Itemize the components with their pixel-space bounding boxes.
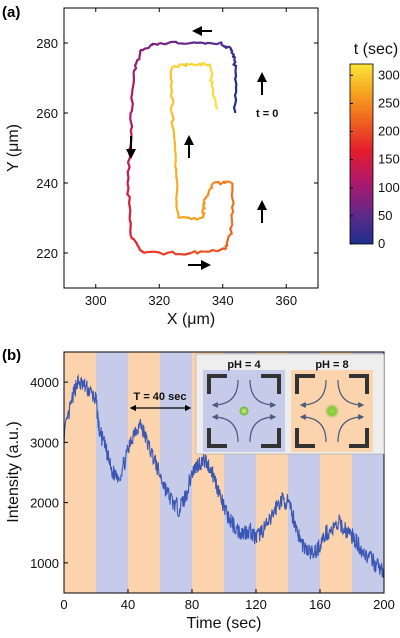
trajectory-segment [178, 216, 205, 221]
trajectory-segment [159, 40, 192, 46]
t0-annotation: t = 0 [256, 108, 278, 120]
channel-wall [295, 428, 315, 448]
y-tick-label: 2000 [30, 496, 59, 511]
trajectory-segment [126, 182, 132, 236]
flow-arrow-icon [211, 379, 239, 408]
channel-wall [207, 428, 227, 448]
trajectory-segment [174, 165, 180, 218]
x-tick-label: 120 [245, 597, 267, 612]
trajectory-segment [232, 70, 238, 114]
colorbar [349, 63, 374, 245]
trajectory-segment [190, 247, 227, 255]
colorbar-tick-label: 250 [378, 95, 400, 110]
inset-ph-left: pH = 4 [227, 359, 261, 371]
panel-b-ticks: 0 40 80 120 160 200 1000 2000 3000 4000 [30, 375, 395, 612]
colorbar-ticks: 0 50 100 150 200 250 300 [350, 67, 400, 251]
colorbar-tick-label: 100 [378, 180, 400, 195]
band-ph4 [128, 352, 160, 593]
trajectory-segment [170, 112, 177, 166]
intensity-trace [63, 373, 385, 578]
channel-wall [295, 374, 315, 394]
panel-a-label: (a) [2, 4, 20, 21]
trajectory-segment [219, 41, 233, 52]
trajectory-segment [129, 77, 135, 131]
y-tick-label: 1000 [30, 556, 59, 571]
ph-inset: pH = 4 pH = 8 [195, 353, 385, 455]
channel-wall [349, 428, 369, 448]
panel-a-xlabel: X (μm) [167, 311, 215, 328]
x-tick-label: 360 [275, 293, 297, 308]
panel-b-xlabel: Time (sec) [187, 615, 262, 632]
flow-arrow-icon [299, 414, 327, 443]
y-tick-label: 220 [36, 246, 58, 261]
x-tick-label: 300 [85, 293, 107, 308]
x-tick-label: 40 [121, 597, 135, 612]
trajectory-segment [190, 41, 221, 46]
panel-a-axes-frame [63, 7, 319, 289]
x-tick-label: 160 [309, 597, 331, 612]
flow-arrow-icon [249, 379, 277, 408]
trajectory-segment [129, 235, 145, 254]
colorbar-tick-label: 200 [378, 124, 400, 139]
inset-ph-right: pH = 8 [315, 359, 348, 371]
colorbar-tick-label: 0 [378, 236, 385, 251]
inset-channel-walls [207, 374, 369, 448]
band-ph8 [160, 352, 192, 593]
band-ph4 [64, 352, 96, 593]
trajectory-segment [230, 182, 235, 226]
colorbar-tick-label: 300 [378, 67, 400, 82]
panel-b-ylabel: Intensity (a.u.) [5, 421, 22, 522]
channel-wall [349, 374, 369, 394]
colorbar-title: t (sec) [354, 41, 398, 58]
trajectory-segment [143, 250, 192, 256]
trajectory-segment [230, 49, 238, 72]
panel-a-trajectory [126, 40, 238, 256]
panel-a-ylabel: Y (μm) [5, 124, 22, 172]
panel-b-axes-frame [63, 351, 385, 594]
flow-arrow-icon [337, 379, 365, 408]
trajectory-segment [211, 94, 219, 110]
y-tick-label: 260 [36, 106, 58, 121]
y-tick-label: 3000 [30, 435, 59, 450]
trajectory-segment [224, 224, 234, 250]
y-tick-label: 280 [36, 36, 58, 51]
particle-small [239, 406, 249, 416]
panel-a-ticks: 300 320 340 360 220 240 260 280 [36, 8, 318, 308]
channel-wall [261, 428, 281, 448]
trajectory-segment [132, 49, 142, 79]
flow-arrow-icon [249, 414, 277, 443]
trajectory-segment [171, 62, 192, 69]
flow-arrow-icon [337, 414, 365, 443]
trajectory-segment [201, 200, 206, 219]
particle-core [327, 406, 337, 416]
x-tick-label: 320 [148, 293, 170, 308]
panel-b-label: (b) [2, 347, 21, 364]
x-tick-label: 340 [212, 293, 234, 308]
channel-wall [207, 374, 227, 394]
period-label: T = 40 sec [134, 391, 187, 403]
y-tick-label: 240 [36, 176, 58, 191]
channel-wall [261, 374, 281, 394]
trajectory-segment [202, 182, 215, 202]
colorbar-tick-label: 50 [378, 208, 392, 223]
trajectory-segment [208, 63, 215, 96]
trajectory-segment [169, 67, 175, 114]
colorbar-tick-label: 150 [378, 152, 400, 167]
flow-arrow-icon [299, 379, 327, 408]
x-tick-label: 200 [373, 597, 395, 612]
trajectory-segment [140, 42, 161, 52]
y-tick-label: 4000 [30, 375, 59, 390]
trajectory-segment [190, 61, 211, 67]
trajectory-segment [212, 180, 233, 186]
x-tick-label: 80 [185, 597, 199, 612]
x-tick-label: 0 [60, 597, 67, 612]
flow-arrow-icon [211, 414, 239, 443]
